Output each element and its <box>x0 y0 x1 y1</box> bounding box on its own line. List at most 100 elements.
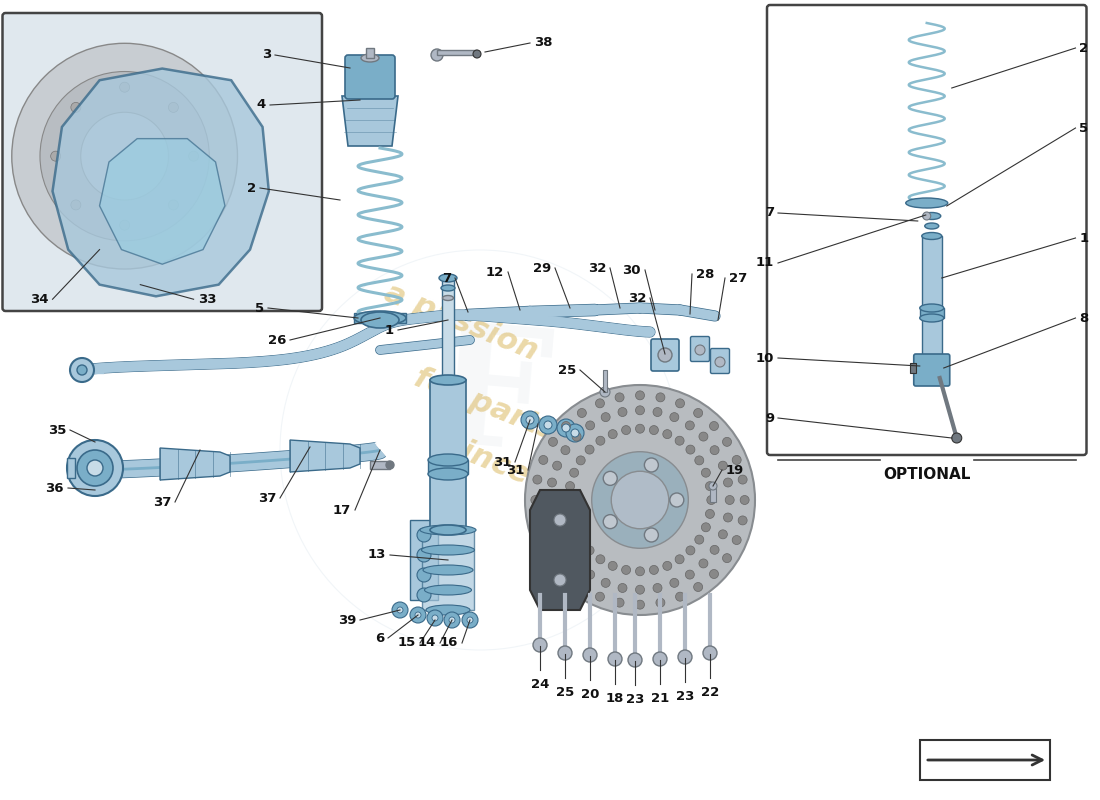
Ellipse shape <box>361 312 399 328</box>
Text: 25: 25 <box>556 686 574 699</box>
Circle shape <box>552 461 562 470</box>
Circle shape <box>653 407 662 417</box>
Circle shape <box>602 578 610 587</box>
Ellipse shape <box>441 285 455 291</box>
Circle shape <box>695 456 704 465</box>
Circle shape <box>645 528 659 542</box>
Text: 30: 30 <box>623 263 641 277</box>
Circle shape <box>561 570 571 578</box>
Circle shape <box>636 424 645 434</box>
Circle shape <box>596 554 605 564</box>
Circle shape <box>705 510 714 518</box>
Circle shape <box>923 212 931 220</box>
Bar <box>922 236 942 356</box>
Circle shape <box>548 478 557 487</box>
Circle shape <box>636 391 645 400</box>
Circle shape <box>675 436 684 446</box>
Circle shape <box>558 646 572 660</box>
Circle shape <box>618 583 627 593</box>
Circle shape <box>561 446 570 454</box>
Circle shape <box>686 445 695 454</box>
Text: 17: 17 <box>332 503 351 517</box>
Circle shape <box>585 421 595 430</box>
Text: 8: 8 <box>1079 311 1089 325</box>
Circle shape <box>77 365 87 375</box>
Circle shape <box>628 653 642 667</box>
Circle shape <box>554 574 566 586</box>
Circle shape <box>572 559 581 568</box>
Circle shape <box>698 559 708 568</box>
Bar <box>603 370 607 392</box>
Circle shape <box>711 546 719 554</box>
Ellipse shape <box>920 314 944 322</box>
Text: 28: 28 <box>696 267 714 281</box>
Circle shape <box>546 495 554 505</box>
Ellipse shape <box>426 605 470 615</box>
Ellipse shape <box>421 545 474 555</box>
Circle shape <box>397 607 403 613</box>
Polygon shape <box>530 490 590 610</box>
Ellipse shape <box>922 233 942 239</box>
Ellipse shape <box>430 525 466 535</box>
Circle shape <box>707 495 716 505</box>
Circle shape <box>621 566 630 574</box>
FancyBboxPatch shape <box>345 55 395 99</box>
Bar <box>422 530 474 610</box>
Circle shape <box>444 612 460 628</box>
Text: 35: 35 <box>47 423 66 437</box>
Text: 23: 23 <box>675 690 694 703</box>
Circle shape <box>570 468 579 478</box>
Circle shape <box>70 200 81 210</box>
Circle shape <box>675 399 684 408</box>
Text: 1: 1 <box>1079 231 1089 245</box>
Circle shape <box>549 438 558 446</box>
Text: 34: 34 <box>30 293 48 306</box>
Text: 32: 32 <box>628 291 646 305</box>
Circle shape <box>670 413 679 422</box>
Circle shape <box>562 424 570 432</box>
Circle shape <box>675 554 684 564</box>
Circle shape <box>525 385 755 615</box>
Circle shape <box>544 421 552 429</box>
Circle shape <box>612 471 669 529</box>
Circle shape <box>40 71 209 241</box>
Text: 21: 21 <box>651 692 669 705</box>
Circle shape <box>592 452 689 548</box>
Circle shape <box>51 151 60 161</box>
Ellipse shape <box>925 223 938 229</box>
Circle shape <box>608 562 617 570</box>
FancyBboxPatch shape <box>914 354 949 386</box>
Circle shape <box>738 475 747 484</box>
Bar <box>920 308 944 318</box>
Text: 26: 26 <box>267 334 286 346</box>
FancyBboxPatch shape <box>767 5 1087 455</box>
Ellipse shape <box>923 213 940 219</box>
Text: 2: 2 <box>1079 42 1089 54</box>
Circle shape <box>561 546 570 554</box>
Bar <box>354 313 406 323</box>
Ellipse shape <box>425 585 472 595</box>
Ellipse shape <box>361 54 379 62</box>
Circle shape <box>80 112 168 200</box>
Circle shape <box>120 82 130 92</box>
Circle shape <box>449 617 455 623</box>
Ellipse shape <box>430 375 466 385</box>
Circle shape <box>670 578 679 587</box>
Circle shape <box>718 461 727 470</box>
Bar <box>437 50 477 55</box>
Circle shape <box>554 514 566 526</box>
Circle shape <box>532 516 542 525</box>
Circle shape <box>410 607 426 623</box>
Circle shape <box>653 583 662 593</box>
Circle shape <box>636 586 645 594</box>
Text: 32: 32 <box>587 262 606 274</box>
Circle shape <box>534 638 547 652</box>
Text: 4: 4 <box>256 98 266 111</box>
Bar <box>442 278 454 380</box>
Circle shape <box>685 421 694 430</box>
Circle shape <box>417 548 431 562</box>
Circle shape <box>565 482 574 490</box>
Circle shape <box>725 495 734 505</box>
Circle shape <box>585 570 595 579</box>
Circle shape <box>636 600 645 609</box>
